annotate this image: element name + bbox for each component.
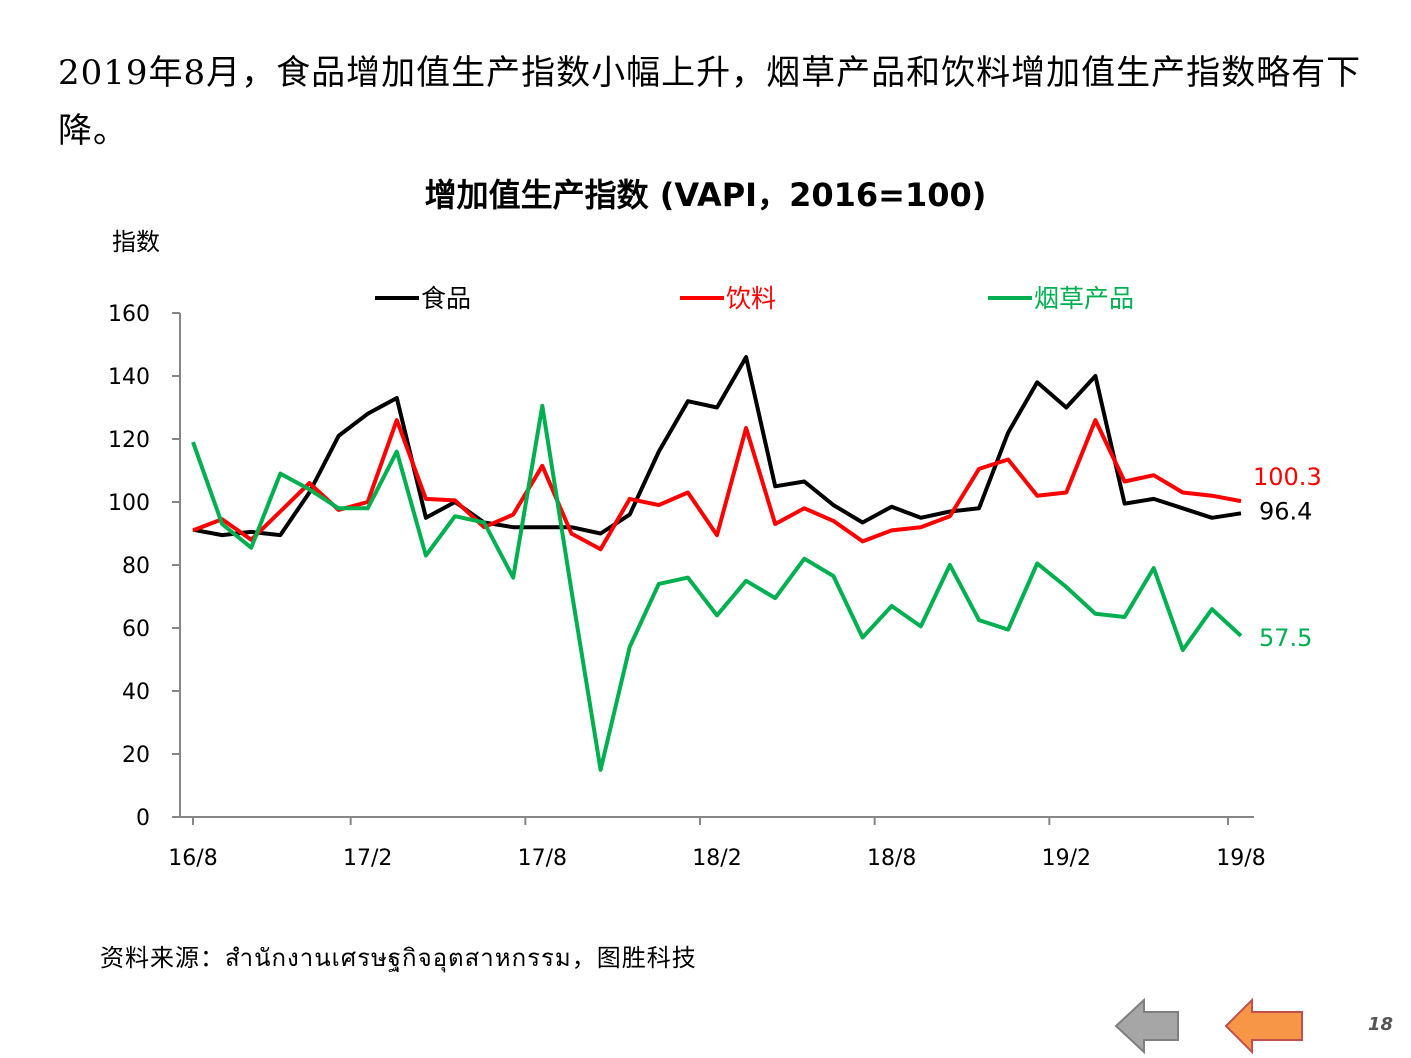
page-number: 18 <box>1368 1014 1394 1035</box>
x-tick-label: 19/2 <box>1042 846 1091 871</box>
x-tick-label: 17/8 <box>518 846 567 871</box>
y-tick-label: 160 <box>108 302 150 327</box>
x-tick-label: 18/2 <box>692 846 741 871</box>
y-axis-label: 指数 <box>112 228 160 256</box>
legend-label: 烟草产品 <box>1034 284 1134 313</box>
headline: 2019年8月，食品增加值生产指数小幅上升，烟草产品和饮料增加值生产指数略有下降… <box>58 53 1362 151</box>
source-note: 资料来源：สำนักงานเศรษฐกิจอุตสาหกรรม，图胜科技 <box>100 944 697 972</box>
y-tick-label: 0 <box>136 806 150 831</box>
x-tick-label: 16/8 <box>168 846 217 871</box>
y-tick-label: 60 <box>122 617 150 642</box>
x-tick-label: 19/8 <box>1216 846 1265 871</box>
end-value-label: 100.3 <box>1253 463 1322 491</box>
legend-label: 饮料 <box>726 284 776 313</box>
arrow-left-gray-icon[interactable] <box>1112 996 1182 1056</box>
end-value-label: 57.5 <box>1259 624 1312 652</box>
end-value-label: 96.4 <box>1259 497 1312 525</box>
y-tick-label: 140 <box>108 365 150 390</box>
series-line-1 <box>192 418 1242 552</box>
y-tick-label: 20 <box>122 743 150 768</box>
y-tick-label: 40 <box>122 680 150 705</box>
arrow-left-orange-icon[interactable] <box>1222 996 1306 1056</box>
series-line-0 <box>192 355 1242 538</box>
y-tick-label: 100 <box>108 491 150 516</box>
legend-label: 食品 <box>421 284 471 313</box>
y-tick-label: 80 <box>122 554 150 579</box>
series-line-2 <box>191 403 1243 772</box>
x-tick-label: 18/8 <box>867 846 916 871</box>
x-tick-label: 17/2 <box>343 846 392 871</box>
chart-title: 增加值生产指数 (VAPI，2016=100) <box>424 176 987 214</box>
y-tick-label: 120 <box>108 428 150 453</box>
